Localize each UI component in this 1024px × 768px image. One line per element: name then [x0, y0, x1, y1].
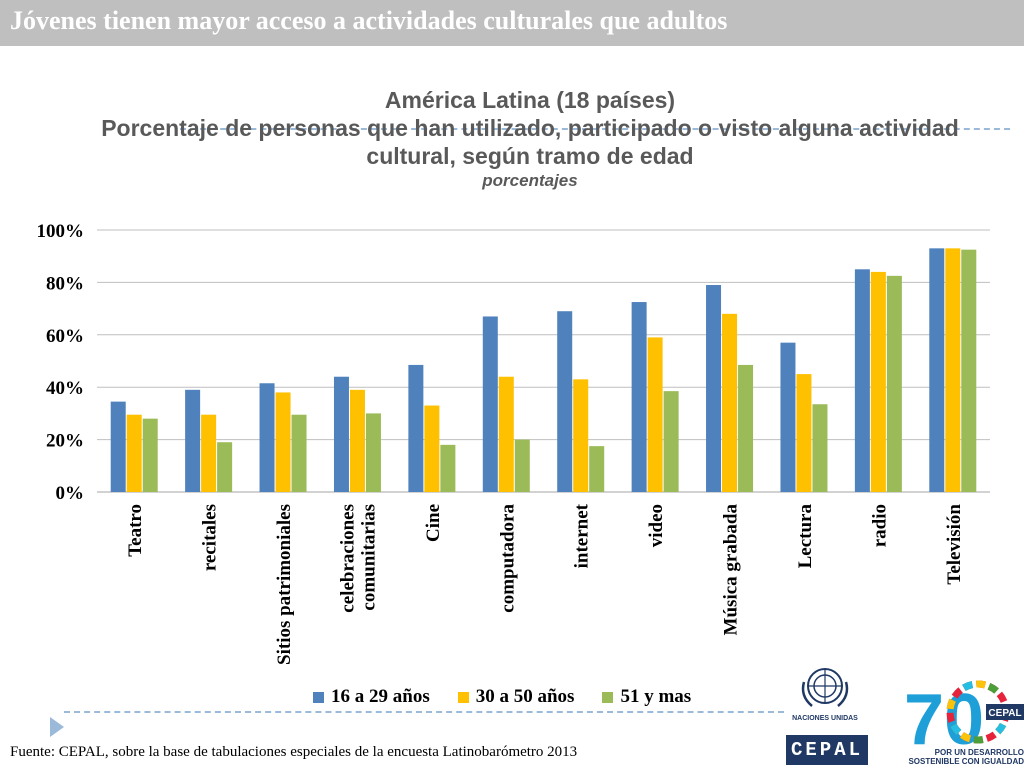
bar-3	[961, 249, 977, 492]
bar-2	[945, 248, 961, 492]
x-tick-label: Teatro	[125, 504, 146, 557]
bar-1	[706, 285, 722, 492]
tagline-line1: POR UN DESARROLLO	[934, 748, 1024, 757]
anniversary-badge: CEPAL	[988, 708, 1021, 719]
bar-1	[110, 401, 126, 492]
x-tick-label: internet	[572, 503, 593, 568]
x-tick-label: Música grabada	[721, 504, 742, 636]
bar-2	[275, 392, 291, 492]
bar-3	[663, 391, 679, 492]
legend-item-series-1: 16 a 29 años	[313, 686, 430, 708]
bar-3	[142, 418, 158, 492]
bar-3	[217, 442, 233, 492]
y-tick-label: 80%	[46, 273, 84, 294]
bar-2	[647, 337, 663, 492]
chart-title: América Latina (18 países)	[384, 87, 676, 113]
x-tick-label: recitales	[200, 504, 221, 571]
bar-2	[424, 405, 440, 492]
x-tick-label: Televisión	[944, 504, 965, 585]
bar-1	[408, 364, 424, 492]
x-tick-label: Lectura	[795, 504, 816, 569]
bar-3	[514, 439, 530, 492]
chart-subtitle-line2: cultural, según tramo de edad	[366, 143, 694, 169]
bar-2	[498, 376, 514, 492]
x-tick-label: computadora	[497, 504, 518, 613]
chart-title-block: América Latina (18 países) Porcentaje de…	[0, 86, 1024, 192]
legend-swatch-series-3	[602, 691, 614, 703]
bar-2	[722, 313, 738, 492]
bar-3	[589, 446, 605, 492]
legend-label-series-2: 30 a 50 años	[475, 686, 575, 707]
anniversary-tagline: POR UN DESARROLLO SOSTENIBLE CON IGUALDA…	[904, 748, 1024, 766]
bar-3	[738, 364, 754, 492]
chart-legend: 16 a 29 años 30 a 50 años 51 y mas	[313, 686, 691, 708]
slide-title: Jóvenes tienen mayor acceso a actividade…	[10, 6, 728, 35]
bar-3	[365, 413, 381, 492]
x-tick-label: radio	[869, 504, 890, 547]
x-tick-label: Cine	[423, 504, 444, 542]
legend-swatch-series-2	[457, 691, 469, 703]
legend-item-series-3: 51 y mas	[602, 686, 691, 708]
bar-1	[854, 269, 870, 492]
y-tick-label: 20%	[46, 431, 84, 452]
bar-2	[201, 414, 217, 492]
bar-3	[812, 404, 828, 492]
un-logo-text: NACIONES UNIDAS	[792, 715, 858, 722]
bar-2	[796, 374, 812, 492]
bar-2	[573, 379, 589, 492]
legend-label-series-3: 51 y mas	[620, 686, 692, 707]
bar-2	[870, 271, 886, 492]
cepal-logo: CEPAL	[786, 735, 868, 765]
anniversary-number: 70	[904, 680, 984, 748]
bar-3	[886, 275, 902, 492]
y-tick-label: 100%	[37, 221, 85, 242]
legend-label-series-1: 16 a 29 años	[331, 686, 430, 707]
chart-subtitle-line1: Porcentaje de personas que han utilizado…	[101, 115, 959, 141]
source-note: Fuente: CEPAL, sobre la base de tabulaci…	[10, 744, 578, 760]
bar-2	[349, 389, 365, 492]
legend-swatch-series-1	[313, 691, 324, 703]
y-tick-label: 60%	[46, 326, 84, 347]
bar-1	[929, 248, 945, 492]
tagline-line2: SOSTENIBLE CON IGUALDAD	[908, 757, 1024, 766]
bar-2	[126, 414, 142, 492]
header-bar: Jóvenes tienen mayor acceso a actividade…	[0, 0, 1024, 46]
x-tick-label: Sitios patrimoniales	[274, 504, 295, 665]
title-divider	[180, 128, 1010, 130]
bar-1	[259, 383, 275, 492]
bar-chart: 0% 20% 40% 60% 80% 100% Teatro recitales Sitios …	[37, 221, 990, 665]
x-tick-label: video	[646, 504, 667, 547]
anniversary-70-logo: 70 CEPAL	[904, 680, 1024, 748]
bar-1	[557, 311, 573, 492]
y-tick-label: 0%	[56, 483, 85, 504]
legend-item-series-2: 30 a 50 años	[457, 686, 575, 708]
y-tick-label: 40%	[46, 378, 84, 399]
bar-1	[333, 376, 349, 492]
bar-3	[291, 414, 307, 492]
chart-units: porcentajes	[482, 171, 578, 190]
bar-1	[482, 316, 498, 492]
bar-3	[440, 444, 456, 492]
bar-1	[631, 302, 647, 492]
bar-1	[780, 342, 796, 492]
play-icon	[50, 717, 64, 737]
x-tick-label: celebracionescomunitarias	[337, 504, 379, 613]
footer-divider	[64, 711, 784, 713]
bar-1	[185, 389, 201, 492]
un-emblem-icon	[801, 668, 849, 707]
